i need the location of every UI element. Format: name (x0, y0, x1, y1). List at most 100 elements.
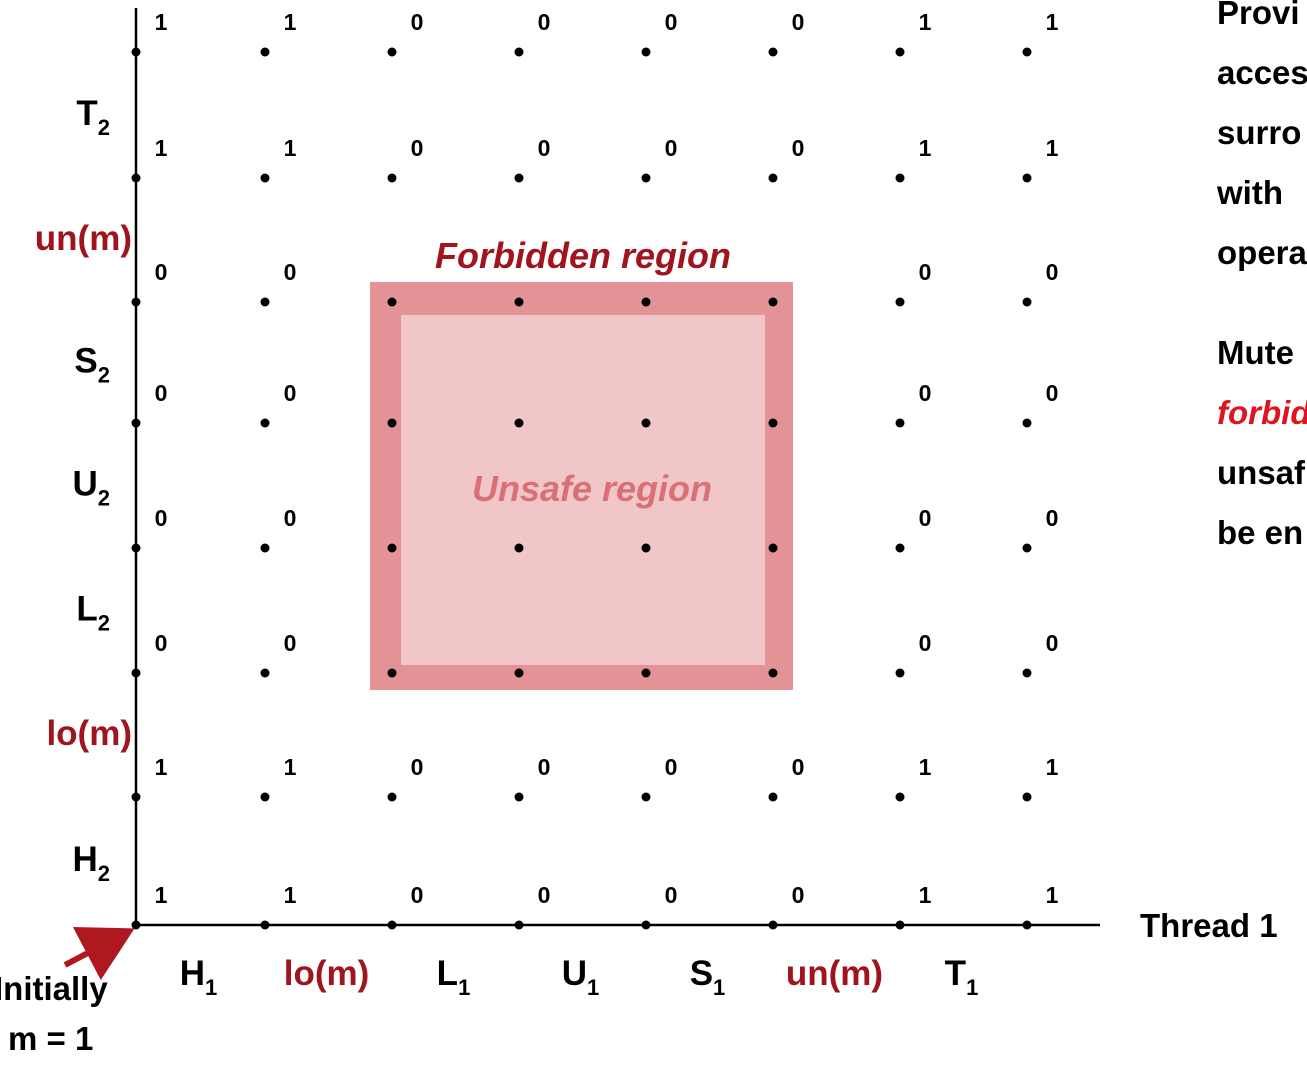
grid-point (387, 920, 397, 930)
initial-arrow (63, 926, 135, 981)
mutex-value: 1 (1046, 135, 1059, 161)
grid-point (895, 920, 905, 930)
mutex-value: 1 (1046, 754, 1059, 780)
note2-line3: unsaf (1217, 454, 1306, 491)
mutex-value: 0 (1046, 505, 1059, 531)
grid-point (260, 297, 270, 307)
x-axis-label: U1 (562, 954, 600, 1000)
unsafe-region (401, 315, 765, 665)
note2-line1: Mute (1217, 334, 1294, 371)
grid-point (260, 47, 270, 57)
mutex-value: 0 (919, 630, 932, 656)
grid-point (895, 297, 905, 307)
grid-point (131, 920, 141, 930)
note2-line2: forbid (1217, 394, 1307, 431)
mutex-value: 1 (284, 135, 297, 161)
grid-point (895, 543, 905, 553)
grid-point (895, 47, 905, 57)
grid-point (768, 668, 778, 678)
grid-point (895, 792, 905, 802)
grid-point (131, 297, 141, 307)
mutex-value: 0 (1046, 259, 1059, 285)
grid-point (387, 418, 397, 428)
grid-point (1022, 418, 1032, 428)
mutex-value: 1 (284, 882, 297, 908)
y-axis-label: un(m) (35, 219, 132, 258)
initial-label-line1: Initially (0, 970, 108, 1007)
grid-point (641, 418, 651, 428)
unsafe-region-label: Unsafe region (472, 468, 712, 509)
grid-point (260, 543, 270, 553)
grid-point (768, 920, 778, 930)
mutex-value: 1 (284, 9, 297, 35)
mutex-value: 0 (665, 135, 678, 161)
grid-point (260, 792, 270, 802)
mutex-value: 1 (1046, 882, 1059, 908)
mutex-value: 0 (1046, 380, 1059, 406)
mutex-value: 1 (155, 882, 168, 908)
x-axis-label: L1 (437, 954, 471, 1000)
grid-point (1022, 668, 1032, 678)
x-axis-title: Thread 1 (1140, 907, 1278, 944)
note1-line5: opera (1217, 234, 1307, 271)
grid-point (387, 792, 397, 802)
mutex-value: 0 (155, 630, 168, 656)
mutex-value: 0 (538, 135, 551, 161)
grid-point (131, 173, 141, 183)
grid-point (131, 543, 141, 553)
x-axis-label: un(m) (786, 954, 883, 993)
y-axis-label: H2 (72, 840, 110, 886)
grid-point (768, 792, 778, 802)
mutex-value: 0 (155, 259, 168, 285)
mutex-value: 0 (411, 882, 424, 908)
mutex-value: 1 (919, 882, 932, 908)
grid-point (768, 173, 778, 183)
x-axis-label: T1 (945, 954, 979, 1000)
notes-panel: Provi acces surro with opera Mute forbid… (1216, 0, 1307, 551)
mutex-value: 0 (792, 9, 805, 35)
mutex-value: 1 (919, 135, 932, 161)
mutex-value: 0 (538, 882, 551, 908)
grid-point (768, 297, 778, 307)
mutex-value: 1 (155, 135, 168, 161)
mutex-value: 1 (155, 754, 168, 780)
grid-point (514, 47, 524, 57)
x-axis-label: lo(m) (284, 954, 370, 993)
x-axis-label: S1 (690, 954, 726, 1000)
grid-point (641, 47, 651, 57)
grid-point (387, 297, 397, 307)
note1-line3: surro (1217, 114, 1301, 151)
mutex-value: 0 (792, 882, 805, 908)
mutex-value: 0 (919, 380, 932, 406)
note1-line4: with (1216, 174, 1283, 211)
y-axis-label: U2 (72, 465, 110, 511)
grid-point (895, 418, 905, 428)
grid-point (514, 792, 524, 802)
grid-point (131, 47, 141, 57)
initial-label-line2: m = 1 (8, 1020, 93, 1057)
mutex-value: 0 (792, 754, 805, 780)
grid-point (514, 668, 524, 678)
x-axis-labels: H1 lo(m) L1 U1 S1 un(m) T1 (180, 954, 979, 1000)
grid-point (641, 297, 651, 307)
mutex-value: 0 (284, 630, 297, 656)
forbidden-region-label: Forbidden region (435, 235, 731, 276)
grid-point (1022, 297, 1032, 307)
mutex-value: 0 (411, 135, 424, 161)
grid-point (260, 920, 270, 930)
state-grid: 1 1 0 0 0 0 1 1 1 1 0 0 0 0 1 1 0 0 0 0 0 0 0 0 0 0 0 0 0 0 0 0 1 1 0 0 0 0 1 1… (131, 9, 1059, 930)
note2-line4: be en (1217, 514, 1303, 551)
grid-point (514, 173, 524, 183)
mutex-value: 0 (284, 259, 297, 285)
y-axis-label: T2 (76, 94, 110, 140)
grid-point (131, 418, 141, 428)
x-axis-label: H1 (180, 954, 218, 1000)
grid-point (768, 543, 778, 553)
grid-point (514, 418, 524, 428)
grid-point (514, 543, 524, 553)
mutex-value: 0 (665, 754, 678, 780)
mutex-value: 0 (792, 135, 805, 161)
mutex-value: 0 (284, 505, 297, 531)
y-axis-label: S2 (74, 342, 110, 388)
